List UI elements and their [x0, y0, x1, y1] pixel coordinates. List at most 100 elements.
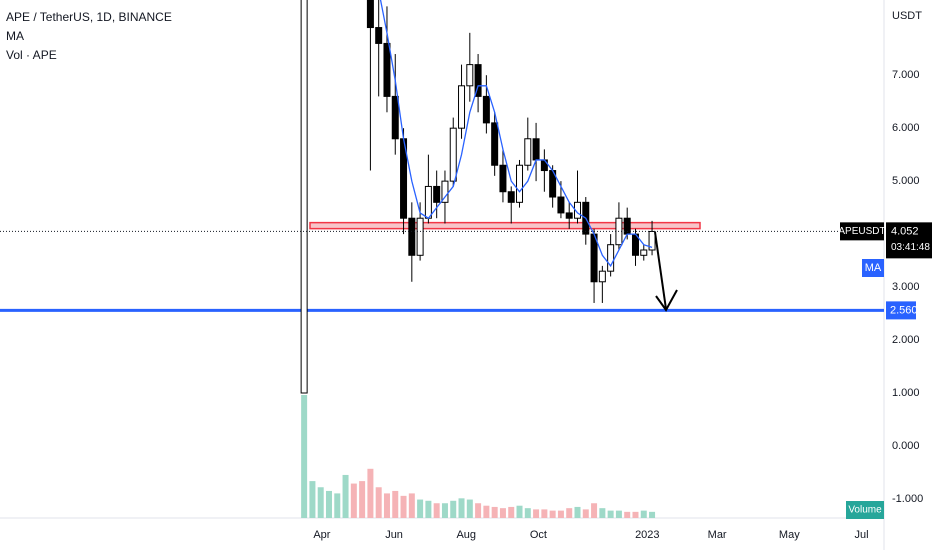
last-price-label: 4.052 — [891, 225, 919, 237]
volume-bar — [433, 503, 440, 518]
volume-bar — [640, 510, 647, 518]
candle-body — [416, 217, 424, 256]
drawn-arrow — [654, 231, 678, 312]
x-tick-label: Mar — [708, 529, 727, 541]
volume-bar — [301, 395, 308, 518]
candle-body — [532, 138, 540, 161]
candle-body — [458, 85, 466, 129]
symbol-label: APEUSDT — [838, 226, 885, 237]
indicator-label: MA — [6, 29, 24, 43]
candle-body — [640, 249, 648, 256]
candle-body — [507, 191, 515, 203]
price-tag — [886, 222, 932, 259]
plot-area — [0, 0, 884, 518]
volume-bar — [516, 505, 523, 518]
volume-bar — [392, 490, 399, 518]
candle-body — [573, 201, 581, 219]
volume-bar — [483, 505, 490, 518]
volume-bar — [367, 468, 374, 518]
candle-body — [441, 180, 449, 203]
volume-bar — [566, 508, 573, 518]
resistance-zone — [309, 221, 701, 230]
volume-tag — [846, 501, 884, 519]
volume-bar — [582, 509, 589, 518]
volume-bar — [491, 506, 498, 518]
y-tick-label: 5.000 — [892, 175, 920, 187]
volume-indicator-label: Vol · APE — [6, 48, 57, 62]
symbol-tag — [840, 222, 884, 241]
candle-body — [482, 95, 490, 124]
y-tick-label: 2.000 — [892, 334, 920, 346]
volume-bar — [615, 510, 622, 518]
volume-bar — [607, 510, 614, 518]
volume-bar — [359, 481, 366, 518]
y-tick-label: 3.000 — [892, 281, 920, 293]
volume-bar — [649, 511, 656, 518]
volume-tag-label: Volume — [848, 505, 882, 516]
axis-unit: USDT — [892, 10, 922, 22]
volume-bar — [325, 490, 332, 518]
candle-body — [565, 212, 573, 219]
support-tag — [886, 301, 916, 320]
candle-body — [516, 164, 524, 203]
y-tick-label: 1.000 — [892, 387, 920, 399]
candle-body — [300, 0, 308, 394]
countdown-label: 03:41:48 — [891, 242, 930, 253]
candle-body — [366, 0, 374, 29]
candle-body — [524, 138, 532, 166]
ma-line — [379, 0, 653, 268]
candle-body — [648, 230, 656, 251]
volume-bar — [574, 506, 581, 518]
volume-bar — [441, 503, 448, 518]
candle-body — [540, 159, 548, 172]
volume-bar — [350, 483, 357, 518]
volume-bar — [599, 508, 606, 518]
y-tick-label: -1.000 — [892, 493, 923, 505]
candle-body — [499, 164, 507, 193]
ma-tag-label: MA — [865, 262, 882, 274]
volume-bar — [541, 509, 548, 518]
candle-body — [598, 270, 606, 283]
volume-bar — [624, 511, 631, 518]
ma-tag — [862, 259, 884, 277]
x-tick-label: Oct — [530, 529, 547, 541]
volume-bar — [458, 498, 465, 518]
candle-body — [607, 244, 615, 272]
candle-body — [383, 42, 391, 97]
volume-bar — [508, 506, 515, 518]
volume-bar — [533, 509, 540, 518]
volume-bar — [632, 511, 639, 518]
x-tick-label: Jul — [854, 529, 868, 541]
volume-bar — [475, 503, 482, 518]
volume-bar — [557, 510, 564, 518]
x-tick-label: Aug — [456, 529, 476, 541]
candle-body — [408, 217, 416, 256]
candle-body — [474, 64, 482, 97]
volume-bar — [317, 487, 324, 518]
y-tick-label: 0.000 — [892, 440, 920, 452]
y-tick-label: 7.000 — [892, 69, 920, 81]
candle-body — [433, 185, 441, 203]
candle-body — [449, 127, 457, 182]
candle-body — [391, 95, 399, 140]
volume-bar — [450, 500, 457, 518]
volume-bar — [342, 474, 349, 518]
volume-bar — [425, 500, 432, 518]
volume-bar — [400, 495, 407, 518]
volume-bar — [499, 508, 506, 518]
volume-bar — [417, 499, 424, 518]
y-tick-label: 6.000 — [892, 122, 920, 134]
volume-bar — [549, 510, 556, 518]
volume-bar — [466, 499, 473, 518]
candle-body — [424, 185, 432, 219]
candle-body — [375, 27, 383, 44]
volume-bar — [524, 508, 531, 518]
volume-bar — [309, 481, 316, 518]
candle-body — [491, 122, 499, 166]
volume-bar — [383, 493, 390, 518]
volume-bar — [591, 503, 598, 518]
candle-body — [557, 196, 565, 214]
symbol-title: APE / TetherUS, 1D, BINANCE — [6, 10, 172, 24]
x-tick-label: May — [779, 529, 800, 541]
